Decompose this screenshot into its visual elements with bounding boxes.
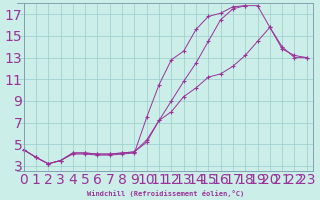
X-axis label: Windchill (Refroidissement éolien,°C): Windchill (Refroidissement éolien,°C) xyxy=(87,190,244,197)
